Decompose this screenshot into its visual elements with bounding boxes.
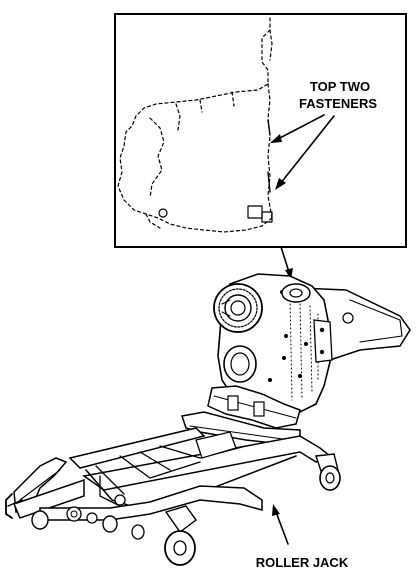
arrowhead (275, 178, 286, 190)
front-caster-wheel (164, 505, 197, 566)
arrowhead (272, 504, 280, 516)
case-edge-line (267, 119, 271, 136)
detail-inset: TOP TWO FASTENERS (114, 13, 407, 248)
roller-jack (5, 411, 341, 566)
case-edge-line (267, 171, 271, 193)
boss-circle (158, 208, 168, 218)
roller-jack-callout: ROLLER JACK (256, 504, 349, 570)
jack-side-rail (68, 427, 206, 469)
fastener-block (261, 211, 273, 223)
top-two-fasteners-label: TOP TWO (310, 79, 370, 94)
lower-boss (223, 345, 257, 383)
top-two-fasteners-label: FASTENERS (299, 96, 377, 111)
arrowhead (270, 134, 282, 143)
detail-inset-frame (114, 13, 407, 248)
rear-caster-wheel (315, 453, 341, 491)
output-flange (213, 283, 263, 333)
roller-jack-label: ROLLER JACK (256, 555, 349, 570)
transmission-case-outline (117, 17, 273, 233)
transfer-case-assembly (207, 273, 411, 429)
fastener-leader-arrows (270, 114, 335, 190)
roller-wheels (31, 510, 145, 540)
jack-handle (5, 493, 13, 519)
